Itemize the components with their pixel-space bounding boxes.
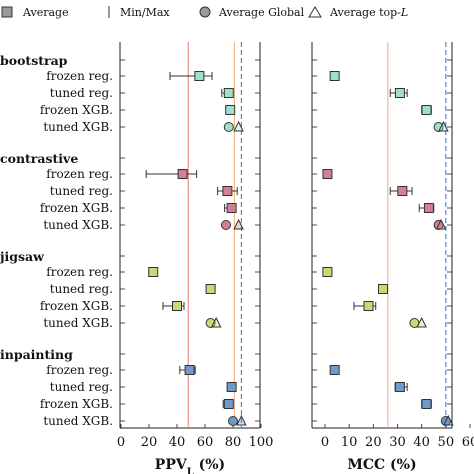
average-marker <box>226 203 237 213</box>
average-marker <box>172 301 182 311</box>
legend: Average Min/Max Average Global Average t… <box>1 6 408 19</box>
legend-global-swatch <box>199 6 211 18</box>
row-label: frozen reg. <box>46 69 113 83</box>
average-marker <box>397 186 408 196</box>
row-label: tuned reg. <box>50 86 113 100</box>
x-tick-label: 40 <box>413 435 430 450</box>
x-tick-label: 40 <box>169 435 186 450</box>
x-tick-label: 20 <box>141 435 158 450</box>
row-label: frozen XGB. <box>40 397 113 411</box>
x-tick-label: 20 <box>365 435 382 450</box>
x-tick-label: 60 <box>197 435 214 450</box>
mcc-axis-title: MCC (%) <box>347 457 416 473</box>
global-marker <box>228 416 238 426</box>
legend-global-label: Average Global <box>218 6 305 19</box>
average-marker <box>223 88 234 98</box>
average-marker <box>322 267 333 277</box>
legend-topl-prefix: Average top- <box>329 6 401 19</box>
average-marker <box>329 365 340 375</box>
average-marker <box>421 105 432 115</box>
axis-title-unit: (%) <box>194 457 225 473</box>
topl-marker <box>233 120 244 132</box>
topl-marker <box>435 218 447 230</box>
average-marker <box>394 382 405 392</box>
legend-average-swatch <box>1 6 13 18</box>
axis-title-main: MCC <box>347 457 385 473</box>
global-marker <box>221 220 231 230</box>
average-marker <box>329 71 340 81</box>
row-label: tuned XGB. <box>43 414 113 428</box>
topl-marker <box>416 316 427 328</box>
row-label: tuned XGB. <box>43 316 113 330</box>
average-marker <box>194 71 205 81</box>
row-label: tuned reg. <box>50 380 113 394</box>
row-label: frozen reg. <box>46 167 113 181</box>
average-marker <box>423 203 434 213</box>
x-tick-label: 60 <box>462 435 474 450</box>
legend-topl-swatch <box>308 6 322 18</box>
topl-marker <box>438 120 449 132</box>
row-label: frozen reg. <box>46 265 113 279</box>
average-marker <box>205 284 216 294</box>
average-marker <box>225 105 236 115</box>
axis-title-main: PPV <box>155 457 188 473</box>
ppv-axis-title: PPVL (%) <box>155 457 225 474</box>
axis-title-subscript: L <box>187 467 194 474</box>
average-marker <box>222 186 233 196</box>
average-marker <box>148 267 159 277</box>
average-marker <box>378 284 388 294</box>
topl-marker <box>442 414 454 426</box>
row-label: frozen reg. <box>46 363 113 377</box>
average-marker <box>421 399 432 409</box>
legend-average-label: Average <box>22 6 69 19</box>
row-label: tuned XGB. <box>43 218 113 232</box>
row-label: tuned reg. <box>50 282 113 296</box>
x-tick-label: 100 <box>249 435 274 450</box>
row-label: frozen XGB. <box>40 201 113 215</box>
group-label-jigsaw: jigsaw <box>0 249 45 264</box>
row-label: frozen XGB. <box>40 299 113 313</box>
average-marker <box>177 169 188 179</box>
topl-marker <box>233 218 244 230</box>
row-label: frozen XGB. <box>40 103 113 117</box>
x-tick-label: 80 <box>225 435 242 450</box>
average-marker <box>226 382 237 392</box>
average-marker <box>223 399 234 409</box>
topl-marker <box>210 316 222 328</box>
group-label-inpainting: inpainting <box>0 347 73 362</box>
x-tick-label: 0 <box>117 435 125 450</box>
legend-topl-label: Average top-L <box>329 6 408 19</box>
x-tick-label: 0 <box>321 435 329 450</box>
row-label: tuned XGB. <box>43 120 113 134</box>
x-tick-label: 10 <box>341 435 358 450</box>
topl-marker <box>236 414 247 426</box>
average-marker <box>322 169 333 179</box>
legend-minmax-label: Min/Max <box>120 6 170 19</box>
row-label: tuned reg. <box>50 184 113 198</box>
mcc-panel: 0 10 20 30 40 50 60 MCC (%) <box>311 42 474 473</box>
average-marker <box>184 365 195 375</box>
ppv-panel: 0 20 40 60 80 100 PPVL (%) <box>117 42 274 474</box>
axis-title-unit: (%) <box>385 457 416 473</box>
average-marker <box>394 88 405 98</box>
group-label-bootstrap: bootstrap <box>0 53 68 68</box>
x-tick-label: 50 <box>438 435 455 450</box>
average-marker <box>363 301 374 311</box>
x-tick-label: 30 <box>389 435 406 450</box>
global-marker <box>223 122 234 132</box>
legend-topl-var: L <box>400 6 408 19</box>
group-label-contrastive: contrastive <box>0 151 78 166</box>
